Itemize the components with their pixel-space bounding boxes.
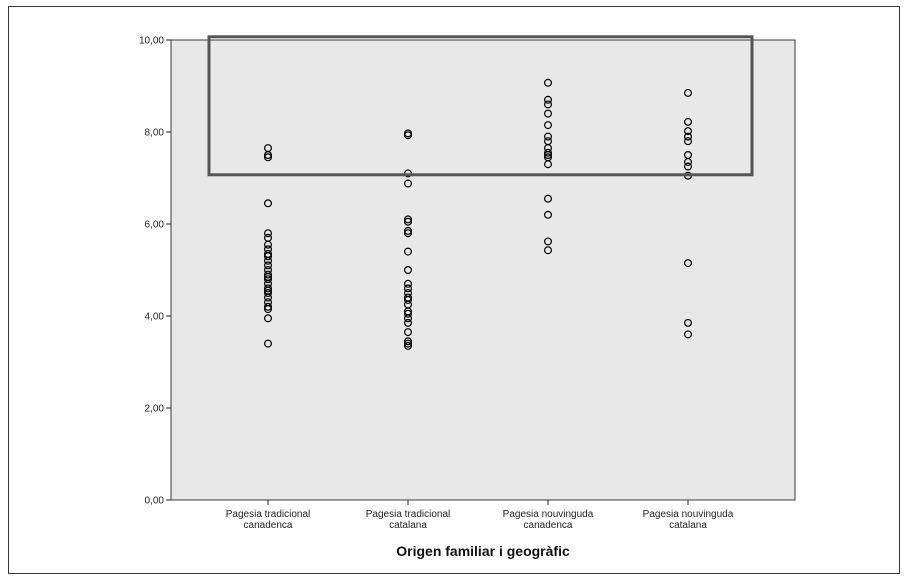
y-tick-label: 2,00 bbox=[145, 404, 165, 415]
data-point bbox=[683, 137, 692, 146]
data-point bbox=[264, 261, 273, 270]
plot-area bbox=[170, 39, 796, 501]
data-point bbox=[404, 341, 413, 350]
data-point bbox=[264, 284, 273, 293]
x-axis-title: Origen familiar i geogràfic bbox=[396, 543, 570, 559]
x-category-label: Pagesia tradicional canadenca bbox=[226, 509, 311, 531]
y-tick-label: 4,00 bbox=[145, 312, 165, 323]
data-point bbox=[543, 95, 552, 104]
data-point bbox=[543, 246, 552, 255]
data-point bbox=[404, 217, 413, 226]
data-point bbox=[683, 318, 692, 327]
data-points bbox=[264, 78, 692, 350]
y-tick-label: 10,00 bbox=[139, 36, 164, 47]
data-point bbox=[404, 309, 413, 318]
data-point bbox=[264, 293, 273, 302]
data-point bbox=[264, 305, 273, 314]
data-point bbox=[404, 337, 413, 346]
data-point bbox=[264, 252, 273, 261]
data-point bbox=[404, 226, 413, 235]
data-point bbox=[404, 229, 413, 238]
data-point bbox=[543, 160, 552, 169]
data-point bbox=[404, 215, 413, 224]
data-point bbox=[264, 289, 273, 298]
y-tick-label: 8,00 bbox=[145, 128, 165, 139]
data-point bbox=[264, 240, 273, 249]
data-point bbox=[543, 237, 552, 246]
data-point bbox=[404, 318, 413, 327]
data-point bbox=[683, 127, 692, 136]
data-point bbox=[404, 314, 413, 323]
data-point bbox=[264, 270, 273, 279]
data-point bbox=[543, 210, 552, 219]
data-point bbox=[683, 330, 692, 339]
data-point bbox=[543, 121, 552, 130]
data-point bbox=[683, 117, 692, 126]
data-point bbox=[264, 275, 273, 284]
data-point bbox=[404, 279, 413, 288]
data-point bbox=[404, 266, 413, 275]
data-point bbox=[683, 88, 692, 97]
data-point bbox=[264, 339, 273, 348]
data-point bbox=[404, 295, 413, 304]
data-point bbox=[543, 151, 552, 160]
y-tick-label: 0,00 bbox=[145, 496, 165, 507]
data-point bbox=[264, 314, 273, 323]
data-point bbox=[543, 78, 552, 87]
data-point bbox=[683, 157, 692, 166]
data-point bbox=[264, 229, 273, 238]
data-point bbox=[543, 132, 552, 141]
data-point bbox=[683, 259, 692, 268]
data-point bbox=[543, 194, 552, 203]
data-point bbox=[264, 153, 273, 162]
data-point bbox=[264, 256, 273, 265]
x-category-label: Pagesia tradicional catalana bbox=[366, 509, 451, 531]
y-tick-label: 6,00 bbox=[145, 220, 165, 231]
data-point bbox=[683, 162, 692, 171]
x-axis: Pagesia tradicional canadenca Pagesia trad… bbox=[226, 500, 734, 531]
x-category-label: Pagesia nouvinguda canadenca bbox=[503, 509, 594, 531]
data-point bbox=[404, 339, 413, 348]
data-point bbox=[264, 151, 273, 160]
data-point bbox=[404, 284, 413, 293]
data-point bbox=[543, 100, 552, 109]
data-point bbox=[683, 132, 692, 141]
data-point bbox=[543, 109, 552, 118]
data-point bbox=[264, 302, 273, 311]
data-point bbox=[404, 247, 413, 256]
data-point bbox=[543, 148, 552, 157]
data-point bbox=[264, 199, 273, 208]
data-point bbox=[404, 328, 413, 337]
annotation-box bbox=[207, 35, 754, 177]
data-point bbox=[404, 179, 413, 188]
y-axis: 0,00 2,00 4,00 6,00 8,00 10,00 bbox=[139, 36, 171, 507]
x-category-label: Pagesia nouvinguda catalana bbox=[643, 509, 734, 531]
data-point bbox=[404, 131, 413, 140]
